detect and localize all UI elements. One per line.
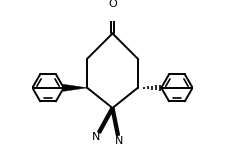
Polygon shape [63,84,87,91]
Text: N: N [92,132,101,142]
Text: N: N [115,136,123,146]
Text: O: O [108,0,117,9]
